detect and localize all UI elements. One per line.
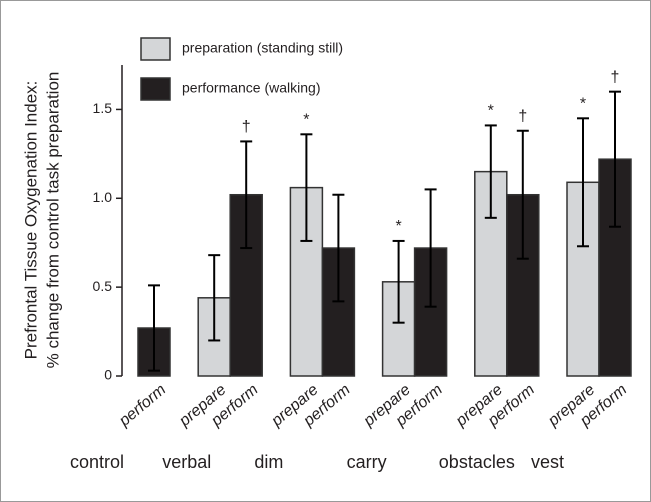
y-tick-label: 1.0: [93, 189, 113, 205]
significance-marker: *: [303, 112, 309, 129]
legend-swatch: [140, 77, 171, 101]
y-axis-label: % change from control task preparation: [43, 72, 62, 369]
bar: [289, 186, 324, 377]
x-tick-label: verbal: [162, 452, 211, 472]
significance-marker: *: [395, 218, 401, 235]
y-tick-label: 0.5: [93, 278, 113, 294]
x-tick-label: obstacles: [439, 452, 515, 472]
x-tick-label: control: [70, 452, 124, 472]
y-tick-label: 1.5: [93, 100, 113, 116]
legend-swatch: [140, 37, 171, 61]
significance-marker: †: [518, 108, 527, 125]
significance-marker: †: [611, 69, 620, 86]
significance-marker: *: [580, 96, 586, 113]
y-tick-label: 0: [104, 367, 112, 383]
x-tick-label: dim: [254, 452, 283, 472]
significance-marker: †: [242, 119, 251, 136]
x-tick-label: vest: [531, 452, 564, 472]
legend-label: preparation (standing still): [182, 40, 343, 56]
x-tick-label: carry: [347, 452, 387, 472]
y-axis-label: Prefrontal Tissue Oxygenation Index:: [21, 81, 40, 360]
legend-label: performance (walking): [182, 80, 321, 96]
significance-marker: *: [488, 103, 494, 120]
